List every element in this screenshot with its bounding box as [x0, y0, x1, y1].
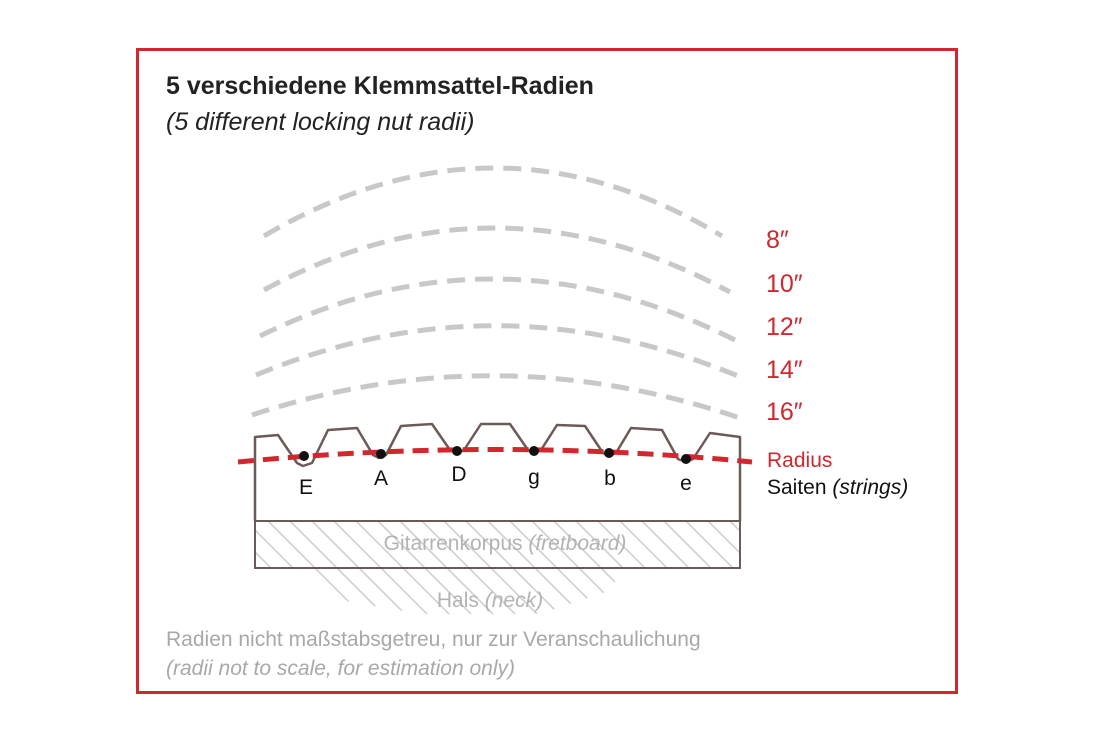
radius-label-14: 14″ — [766, 356, 803, 384]
hatch-line — [255, 521, 325, 614]
strings-key-de: Saiten — [767, 476, 827, 499]
string-dot-E — [299, 451, 309, 461]
radius-label-12: 12″ — [766, 313, 803, 341]
fretboard-label-de: Gitarrenkorpus — [383, 532, 523, 555]
string-label-e: e — [680, 472, 692, 495]
string-dot-e — [681, 454, 691, 464]
radius-arc-8 — [262, 165, 724, 239]
radius-arc-14 — [255, 323, 739, 379]
strings-key-label: Saiten (strings) — [767, 476, 908, 500]
neck-label-de: Hals — [436, 589, 479, 612]
radius-label-16: 16″ — [766, 398, 803, 426]
fretboard-label-en: (fretboard) — [528, 532, 627, 555]
string-label-g: g — [528, 466, 540, 489]
hatch-line — [255, 521, 281, 614]
radius-label-8: 8″ — [766, 226, 789, 254]
string-label-b: b — [604, 467, 616, 490]
nut-radius-curve — [237, 447, 753, 465]
neck-label-en: (neck) — [484, 589, 544, 612]
hatch-line — [729, 521, 740, 614]
string-dot-g — [529, 446, 539, 456]
hatch-line — [465, 521, 567, 614]
hatch-line — [333, 521, 435, 614]
neck-label: Hals (neck) — [390, 589, 590, 613]
hatch-line — [774, 521, 874, 621]
diagram-frame — [136, 48, 958, 694]
fretboard-outline — [254, 520, 741, 569]
strings-key-en: (strings) — [832, 476, 909, 499]
radius-arc-12 — [258, 276, 737, 343]
radius-key-label: Radius — [767, 449, 833, 472]
diagram-title: 5 verschiedene Klemmsattel-Radien — [166, 72, 594, 100]
hatch-line — [443, 521, 545, 614]
hatch-line — [355, 521, 457, 614]
hatch-line — [311, 521, 413, 614]
hatch-line — [796, 521, 896, 621]
hatch-line — [685, 521, 740, 614]
scale-note: Radien nicht maßstabsgetreu, nur zur Ver… — [166, 628, 701, 651]
radius-arc-16 — [251, 373, 741, 421]
hatch-line — [421, 521, 523, 614]
string-dot-A — [376, 449, 386, 459]
string-dot-D — [452, 446, 462, 456]
string-dots — [299, 446, 691, 464]
string-label-E: E — [298, 476, 313, 499]
diagram-subtitle: (5 different locking nut radii) — [166, 108, 475, 136]
hatch-line — [255, 521, 303, 614]
nut-outline — [253, 422, 742, 521]
radius-arc-10 — [262, 225, 732, 295]
hatch-line — [377, 521, 479, 614]
scale-note-en: (radii not to scale, for estimation only… — [166, 657, 515, 680]
radius-label-10: 10″ — [766, 270, 803, 298]
string-label-D: D — [451, 463, 467, 486]
hatch-line — [289, 521, 391, 614]
hatch-line — [752, 521, 852, 621]
hatch-line — [399, 521, 501, 614]
fretboard-label: Gitarrenkorpus (fretboard) — [330, 532, 680, 556]
string-dot-b — [604, 448, 614, 458]
radius-arcs — [251, 165, 741, 421]
hatch-line — [707, 521, 740, 614]
string-label-A: A — [373, 467, 388, 490]
